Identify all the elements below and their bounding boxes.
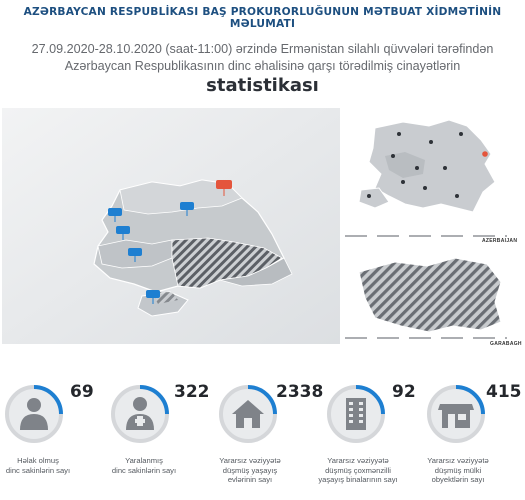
stat-ring — [427, 385, 485, 443]
map-markers — [108, 180, 232, 304]
header: AZƏRBAYCAN RESPUBLİKASI BAŞ PROKURORLUĞU… — [0, 6, 525, 96]
stat-value: 92 — [392, 382, 416, 402]
map-marker — [180, 202, 194, 216]
stats-row: 69 Həlak olmuş dinc sakinlərin sayı 322 … — [0, 372, 525, 500]
stat-houses: 2338 Yararsız vəziyyətə düşmüş yaşayış e… — [218, 372, 323, 500]
map-marker — [146, 290, 160, 304]
stat-value: 2338 — [276, 382, 324, 402]
map-marker-red — [216, 180, 232, 196]
garabagh-map-label: GARABAGH — [490, 341, 522, 347]
injured-person-icon — [126, 397, 154, 430]
stat-label: Yaralanmış dinc sakinlərin sayı — [111, 456, 177, 475]
stat-ring — [327, 385, 385, 443]
stat-value: 69 — [70, 382, 94, 402]
stat-value: 415 — [486, 382, 522, 402]
house-icon — [232, 400, 264, 428]
stat-ring — [5, 385, 63, 443]
stat-label: Yararsız vəziyyətə düşmüş çoxmənzilli ya… — [318, 456, 398, 485]
subtitle-line-2: Azərbaycan Respublikasının dinc əhalisin… — [64, 59, 461, 73]
country-shape — [93, 179, 293, 317]
stat-label: Yararsız vəziyyətə düşmüş mülki obyektlə… — [427, 456, 489, 485]
stat-value: 322 — [174, 382, 210, 402]
capital-marker-red — [482, 151, 488, 157]
stat-label: Həlak olmuş dinc sakinlərin sayı — [5, 456, 71, 475]
side-maps — [345, 119, 507, 339]
map-marker — [108, 208, 122, 222]
main-map — [2, 108, 340, 344]
stat-label: Yararsız vəziyyətə düşmüş yaşayış evləri… — [219, 456, 281, 485]
apartment-building-icon — [346, 398, 366, 430]
map-marker — [116, 226, 130, 240]
stat-civil-objects: 415 Yararsız vəziyyətə düşmüş mülki obye… — [424, 372, 524, 500]
map-marker — [128, 248, 142, 262]
person-icon — [20, 398, 48, 430]
subtitle-bold-word: statistikası — [206, 75, 319, 96]
stat-ring — [219, 385, 277, 443]
stat-ring — [111, 385, 169, 443]
stat-apartment-buildings: 92 Yararsız vəziyyətə düşmüş çoxmənzilli… — [318, 372, 426, 500]
garabagh-hatched-map — [345, 257, 507, 339]
stat-injured: 322 Yaralanmış dinc sakinlərin sayı — [110, 372, 210, 500]
azerbaijan-outline-map — [345, 119, 507, 237]
stat-killed: 69 Həlak olmuş dinc sakinlərin sayı — [4, 372, 104, 500]
shop-icon — [438, 404, 474, 428]
subtitle-line-1: 27.09.2020-28.10.2020 (saat-11:00) ərzin… — [31, 42, 494, 56]
azerbaijan-map-label: AZERBAIJAN — [482, 238, 518, 244]
page-title: AZƏRBAYCAN RESPUBLİKASI BAŞ PROKURORLUĞU… — [23, 6, 502, 30]
